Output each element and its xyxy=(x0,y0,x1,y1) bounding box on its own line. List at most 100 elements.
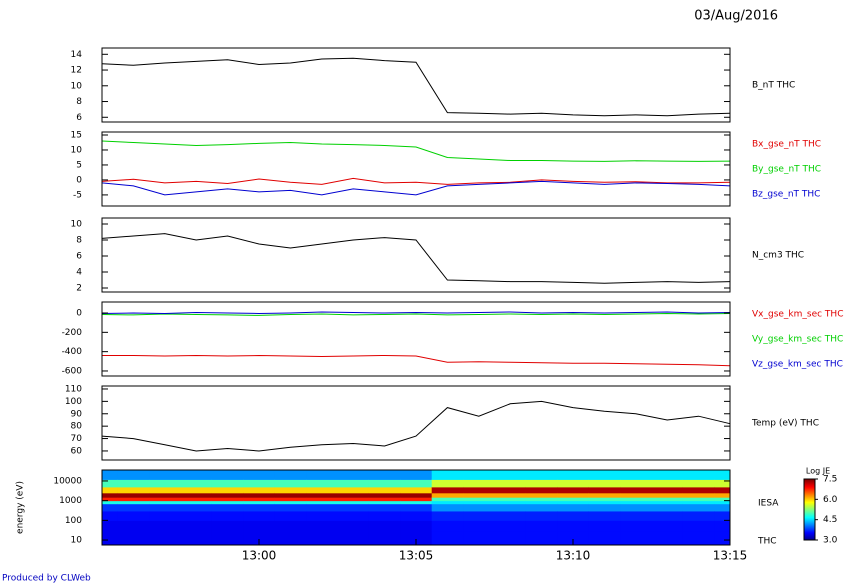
spectrogram-cell xyxy=(400,492,433,498)
spectrogram-cell xyxy=(463,510,495,521)
spectrogram-cell xyxy=(274,530,307,545)
colorbar-swatch xyxy=(804,534,815,537)
spectrogram-cell xyxy=(149,486,181,494)
spectrogram-cell xyxy=(117,497,150,502)
spectrogram-cell xyxy=(525,497,558,502)
spectrogram-cell xyxy=(211,510,244,521)
spectrogram-cell xyxy=(557,479,590,488)
series-line xyxy=(101,140,731,162)
y-tick-label: 10 xyxy=(71,81,83,91)
spectrogram-cell xyxy=(431,492,464,498)
spectrogram-cell xyxy=(431,500,464,505)
spectrogram-cell xyxy=(431,530,464,545)
spectrogram-cell xyxy=(620,470,652,480)
spectrogram-cell xyxy=(243,500,276,505)
spectrogram-cell xyxy=(651,500,684,505)
spectrogram-cell xyxy=(180,503,213,512)
series-line xyxy=(101,177,731,185)
spectrogram-cell xyxy=(620,492,652,498)
spectrogram-cell xyxy=(682,492,715,498)
spectrogram-cell xyxy=(714,486,730,494)
colorbar-swatch xyxy=(804,486,815,488)
spectrogram-cell xyxy=(337,510,370,521)
spectrogram-cell xyxy=(682,510,715,521)
y-tick-label: 6 xyxy=(76,252,82,262)
y-tick-label: 8 xyxy=(76,236,82,246)
spectrogram-cell xyxy=(588,479,621,488)
colorbar-frame xyxy=(803,478,816,541)
colorbar-swatch xyxy=(804,483,815,485)
colorbar-swatch xyxy=(804,506,815,508)
spectrogram-cell xyxy=(306,530,338,545)
spectrogram-cell xyxy=(494,470,527,480)
spectrogram-cell xyxy=(368,492,401,498)
colorbar-swatch xyxy=(804,485,815,487)
colorbar-swatch xyxy=(804,507,815,509)
panel-frame xyxy=(101,301,731,377)
spectrogram-cell xyxy=(211,497,244,502)
y-axis-title: energy (eV) xyxy=(16,481,26,534)
spectrogram-cell xyxy=(102,479,119,488)
spectrogram-cell xyxy=(102,510,119,521)
spectrogram-cell xyxy=(400,500,433,505)
colorbar-swatch xyxy=(804,508,815,510)
spectrogram-cell xyxy=(274,503,307,512)
spectrogram-cell xyxy=(274,500,307,505)
series-line xyxy=(101,57,731,117)
spectrogram-cell xyxy=(682,470,715,480)
spectrogram-cell xyxy=(714,470,730,480)
colorbar-swatch xyxy=(804,510,815,513)
spectrogram-cell xyxy=(494,497,527,502)
spectrogram-cell xyxy=(180,510,213,521)
panel-frame xyxy=(101,217,731,293)
spectrogram-cell xyxy=(368,497,401,502)
panel-frame xyxy=(101,47,731,123)
colorbar-swatch xyxy=(804,527,815,530)
spectrogram-cell xyxy=(431,479,464,488)
spectrogram-cell xyxy=(682,520,715,532)
y-tick-label: -400 xyxy=(62,347,83,357)
spectrogram-cell xyxy=(149,492,181,498)
colorbar-swatch xyxy=(804,497,815,499)
y-tick-label: 100 xyxy=(65,516,82,526)
spectrogram-cell xyxy=(620,510,652,521)
spectrogram-cell xyxy=(400,520,433,532)
colorbar-tick-label: 7.5 xyxy=(823,475,837,485)
colorbar-swatch xyxy=(804,515,815,518)
spectrogram-cell xyxy=(620,520,652,532)
colorbar-swatch xyxy=(804,492,815,494)
spectrogram-cell xyxy=(337,492,370,498)
spectrogram-cell xyxy=(431,486,464,494)
colorbar-swatch xyxy=(804,524,815,527)
spectrogram-cell xyxy=(368,530,401,545)
colorbar-swatch xyxy=(804,521,815,524)
spectrogram-cell xyxy=(102,470,119,480)
spectrogram-cell xyxy=(588,510,621,521)
spectrogram-cell xyxy=(243,520,276,532)
y-tick-label: 80 xyxy=(71,422,83,432)
spectrogram-cell xyxy=(651,520,684,532)
spectrogram-cell xyxy=(557,510,590,521)
spectrogram-cell xyxy=(180,500,213,505)
spectrogram-cell xyxy=(117,470,150,480)
y-tick-label: -5 xyxy=(73,190,82,200)
legend-entry: Vx_gse_km_sec THC xyxy=(752,310,844,320)
spectrogram-cell xyxy=(494,503,527,512)
spectrogram-cell xyxy=(306,486,338,494)
spectrogram-cell xyxy=(431,470,464,480)
spectrogram-cell xyxy=(463,470,495,480)
x-tick-label: 13:05 xyxy=(399,549,434,563)
spectrogram-cell xyxy=(149,530,181,545)
colorbar-swatch xyxy=(804,535,815,538)
colorbar-swatch xyxy=(804,529,815,532)
spectrogram-cell xyxy=(306,492,338,498)
spectrogram-cell xyxy=(149,520,181,532)
y-tick-label: 100 xyxy=(65,397,82,407)
y-tick-label: 70 xyxy=(71,434,83,444)
spectrogram-cell xyxy=(180,520,213,532)
colorbar-swatch xyxy=(804,519,815,522)
spectrogram-cell xyxy=(463,479,495,488)
spectrogram-cell xyxy=(149,500,181,505)
colorbar-tick-label: 4.5 xyxy=(823,515,837,525)
y-tick-label: 0 xyxy=(76,175,82,185)
